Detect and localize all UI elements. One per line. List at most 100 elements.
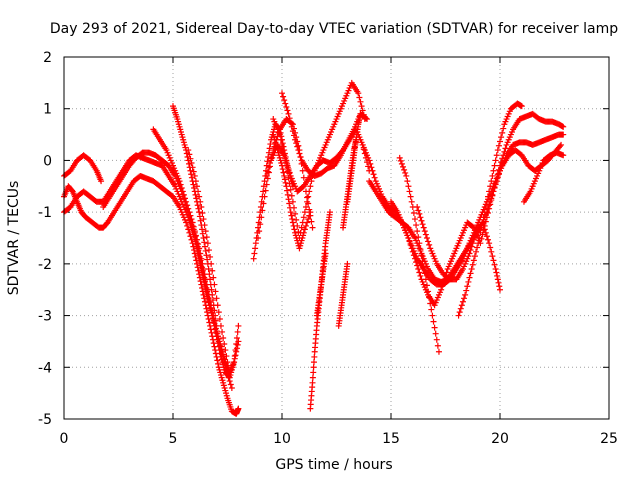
data-point (296, 150, 303, 157)
x-tick-label: 0 (60, 431, 69, 447)
data-point (288, 123, 295, 130)
data-point (196, 245, 203, 252)
data-point (282, 179, 289, 186)
data-point (302, 188, 309, 195)
data-point (299, 167, 306, 174)
data-point (184, 202, 191, 209)
data-point (176, 178, 183, 185)
data-point (195, 241, 202, 248)
data-point (494, 276, 501, 283)
data-point (410, 210, 417, 217)
data-point (269, 151, 276, 158)
data-point (470, 257, 477, 264)
data-point (369, 167, 376, 174)
data-point (279, 141, 285, 148)
series-21 (396, 154, 442, 355)
data-point (402, 169, 409, 176)
data-point (263, 172, 270, 179)
data-point (466, 250, 473, 257)
data-point (200, 235, 207, 241)
data-point (216, 342, 223, 349)
data-point (187, 212, 194, 219)
data-point (290, 132, 297, 139)
data-point (411, 216, 418, 223)
data-point (398, 160, 405, 167)
data-point (414, 228, 421, 235)
data-point (494, 147, 501, 154)
y-axis-label: SDTVAR / TECUs (6, 181, 22, 296)
data-point (359, 107, 366, 114)
data-point (98, 178, 105, 185)
data-point (222, 347, 229, 354)
data-point (419, 221, 426, 228)
data-point (292, 210, 299, 217)
data-point (189, 219, 196, 226)
data-point (305, 200, 312, 207)
data-point (497, 286, 503, 293)
data-point (284, 187, 291, 194)
data-point (364, 116, 371, 123)
data-point (178, 185, 185, 192)
grid-lines (64, 57, 609, 419)
data-point (469, 240, 476, 247)
data-point (434, 342, 441, 349)
data-point (281, 172, 288, 179)
y-tick-label: -3 (38, 309, 52, 325)
data-point (298, 224, 305, 231)
data-point (212, 312, 219, 319)
data-point (201, 222, 208, 229)
chart-title: Day 293 of 2021, Sidereal Day-to-day VTE… (50, 21, 618, 37)
data-point (209, 297, 216, 304)
data-point (234, 328, 241, 335)
data-point (220, 334, 227, 341)
data-point (185, 226, 192, 233)
data-point (257, 203, 264, 210)
data-point (294, 143, 301, 150)
data-point (301, 181, 308, 188)
data-point (408, 198, 415, 205)
y-tick-label: -1 (38, 205, 52, 221)
data-point (281, 97, 288, 104)
series-10 (270, 131, 314, 252)
data-point (297, 153, 304, 160)
data-point (308, 178, 315, 185)
data-point (270, 147, 277, 154)
data-point (200, 266, 207, 273)
data-point (309, 374, 316, 381)
data-point (295, 147, 302, 154)
data-point (420, 224, 427, 231)
axis-ticks: 0 5 10 15 20 25 -5 -4 -3 -2 -1 0 1 2 (38, 50, 618, 447)
data-point (180, 191, 187, 198)
data-point (285, 196, 292, 203)
data-point (203, 234, 210, 241)
data-point (284, 191, 291, 198)
data-point (214, 302, 221, 309)
data-point (464, 283, 471, 290)
data-point (202, 247, 209, 254)
y-tick-label: 0 (43, 153, 52, 169)
data-point (368, 164, 375, 171)
data-point (217, 322, 224, 329)
data-point (205, 247, 212, 254)
data-point (280, 169, 287, 176)
data-point (224, 359, 231, 366)
data-point (416, 240, 423, 247)
data-point (184, 222, 191, 229)
data-point (461, 295, 468, 302)
data-point (191, 228, 198, 235)
x-tick-label: 20 (491, 431, 509, 447)
y-tick-label: -4 (38, 360, 52, 376)
data-point (287, 209, 294, 216)
data-point (302, 222, 309, 229)
data-point (495, 279, 502, 286)
data-point (196, 209, 203, 216)
data-point (265, 149, 272, 156)
data-point (463, 287, 470, 294)
data-point (489, 172, 496, 179)
data-point (198, 255, 205, 262)
data-point (289, 216, 296, 223)
data-point (488, 178, 495, 185)
data-point (279, 162, 285, 169)
data-point (188, 160, 195, 167)
data-point (403, 172, 410, 179)
